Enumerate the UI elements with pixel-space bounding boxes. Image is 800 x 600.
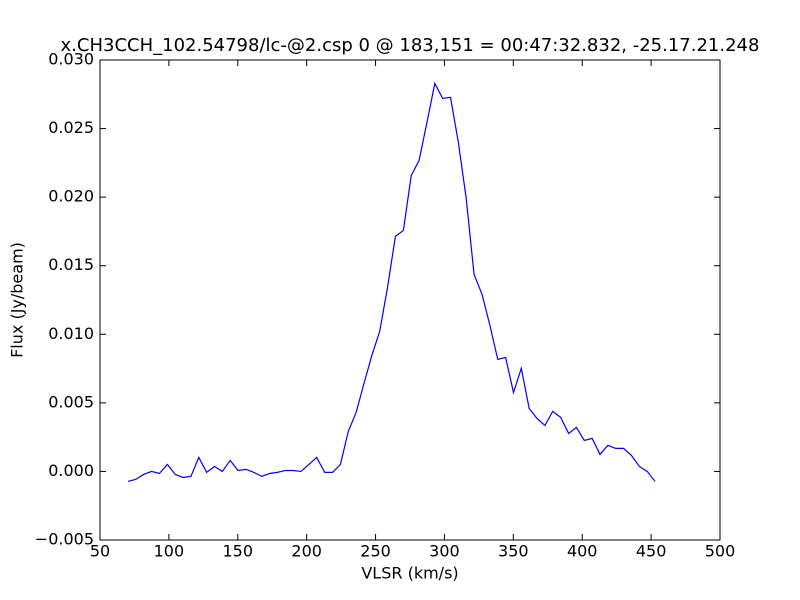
x-tick-label: 150: [223, 542, 254, 561]
y-tick-label: 0.010: [48, 324, 94, 343]
x-tick-label: 400: [567, 542, 598, 561]
axes-frame: [99, 59, 721, 541]
x-tick-label: 50: [90, 542, 110, 561]
y-axis-label: Flux (Jy/beam): [8, 242, 27, 358]
x-tick-label: 350: [498, 542, 529, 561]
y-tick-label: 0.025: [48, 118, 94, 137]
x-tick-label: 250: [360, 542, 391, 561]
x-axis-label: VLSR (km/s): [361, 564, 458, 583]
x-tick-label: 500: [705, 542, 736, 561]
chart-title: x.CH3CCH_102.54798/lc-@2.csp 0 @ 183,151…: [61, 35, 760, 56]
y-tick-label: 0.000: [48, 461, 94, 480]
x-tick-label: 300: [429, 542, 460, 561]
y-tick-label: 0.005: [48, 392, 94, 411]
x-tick-label: 450: [636, 542, 667, 561]
data-line: [127, 81, 656, 483]
x-tick-label: 100: [154, 542, 185, 561]
x-tick-label: 200: [291, 542, 322, 561]
y-tick-label: 0.020: [48, 187, 94, 206]
y-tick-label: −0.005: [35, 530, 94, 549]
y-tick-label: 0.015: [48, 255, 94, 274]
y-tick-label: 0.030: [48, 50, 94, 69]
